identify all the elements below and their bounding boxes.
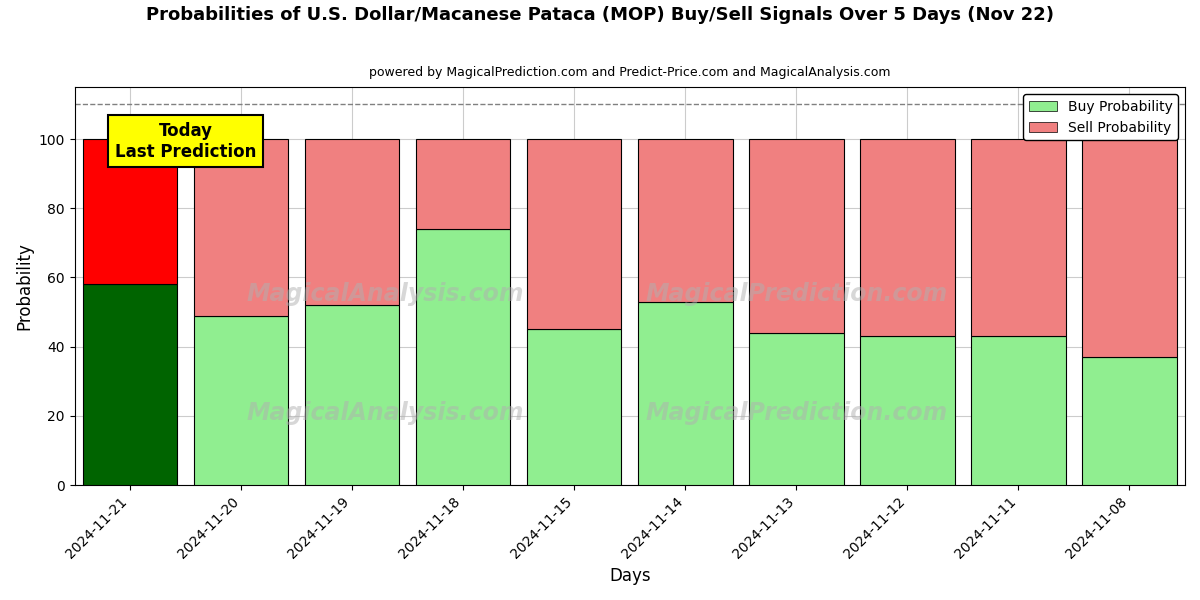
Bar (83, 284, 178, 485)
Text: Probabilities of U.S. Dollar/Macanese Pataca (MOP) Buy/Sell Signals Over 5 Days : Probabilities of U.S. Dollar/Macanese Pa… (146, 6, 1054, 24)
Legend: Buy Probability, Sell Probability: Buy Probability, Sell Probability (1024, 94, 1178, 140)
Bar (83, 139, 178, 284)
X-axis label: Days: Days (610, 567, 650, 585)
Bar (971, 139, 1066, 336)
Bar (194, 139, 288, 316)
Bar (527, 329, 622, 485)
Bar (416, 139, 510, 229)
Text: MagicalAnalysis.com: MagicalAnalysis.com (247, 401, 524, 425)
Text: MagicalPrediction.com: MagicalPrediction.com (646, 401, 948, 425)
Bar (971, 336, 1066, 485)
Text: Today
Last Prediction: Today Last Prediction (115, 122, 257, 161)
Bar (749, 333, 844, 485)
Bar (416, 229, 510, 485)
Bar (527, 139, 622, 329)
Bar (638, 302, 732, 485)
Bar (194, 316, 288, 485)
Bar (1082, 139, 1177, 357)
Text: MagicalPrediction.com: MagicalPrediction.com (646, 282, 948, 306)
Bar (1082, 357, 1177, 485)
Bar (638, 139, 732, 302)
Y-axis label: Probability: Probability (16, 242, 34, 330)
Title: powered by MagicalPrediction.com and Predict-Price.com and MagicalAnalysis.com: powered by MagicalPrediction.com and Pre… (370, 66, 890, 79)
Bar (305, 139, 400, 305)
Bar (305, 305, 400, 485)
Text: MagicalAnalysis.com: MagicalAnalysis.com (247, 282, 524, 306)
Bar (860, 139, 955, 336)
Bar (860, 336, 955, 485)
Bar (749, 139, 844, 333)
